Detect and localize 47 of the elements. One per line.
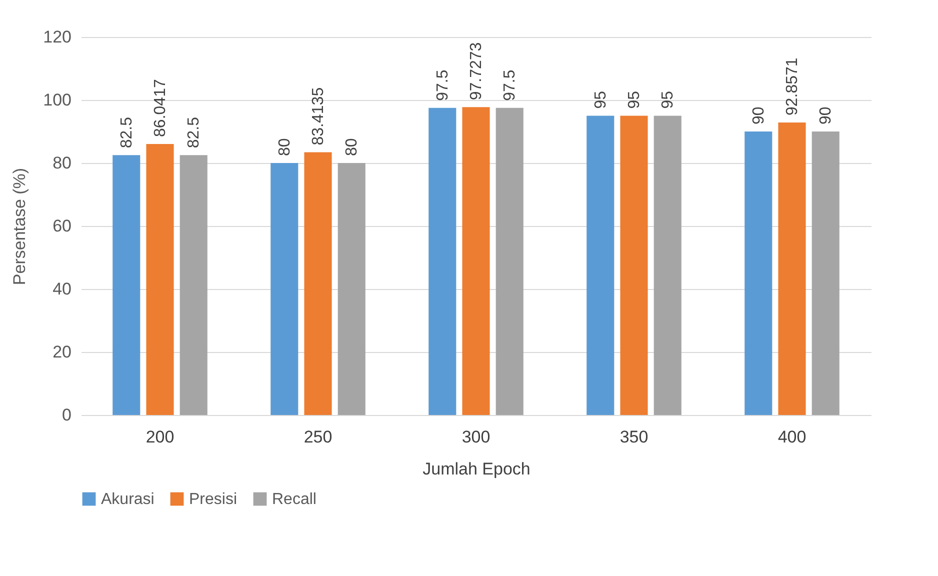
data-label: 90 — [818, 106, 835, 124]
bar — [586, 116, 614, 415]
bar — [112, 155, 140, 415]
data-label: 80 — [344, 138, 361, 156]
data-label: 83.4135 — [310, 87, 327, 146]
bar — [778, 122, 806, 415]
bar — [462, 107, 490, 415]
x-tick-label: 200 — [146, 428, 174, 446]
bar — [496, 108, 524, 415]
data-label: 82.5 — [118, 116, 136, 148]
bar — [428, 108, 456, 415]
bar — [270, 163, 298, 415]
bar — [180, 155, 208, 415]
data-label: 97.5 — [434, 70, 452, 101]
legend-label: Presisi — [189, 491, 238, 508]
data-label: 95 — [592, 90, 610, 109]
legend-label: Akurasi — [101, 491, 154, 508]
bar — [744, 132, 772, 415]
y-tick-label: 120 — [43, 28, 72, 46]
y-tick-label: 80 — [52, 154, 72, 172]
data-label: 80 — [276, 138, 294, 156]
data-label: 82.5 — [186, 116, 203, 148]
bar — [812, 132, 840, 415]
y-tick-label: 100 — [43, 90, 72, 110]
bar — [304, 152, 332, 415]
bar — [654, 116, 682, 415]
x-tick-label: 350 — [620, 428, 648, 446]
x-tick-label: 250 — [304, 428, 332, 446]
bar — [620, 116, 648, 415]
data-label: 95 — [626, 90, 643, 109]
x-tick-label: 400 — [778, 428, 806, 446]
data-label: 90 — [750, 106, 768, 124]
data-label: 95 — [660, 90, 677, 109]
bar — [338, 163, 366, 415]
x-axis-title: Jumlah Epoch — [422, 460, 530, 478]
legend-label: Recall — [272, 491, 316, 508]
bar — [146, 144, 174, 415]
y-tick-label: 20 — [52, 342, 72, 362]
y-tick-label: 60 — [52, 216, 72, 236]
data-label: 97.7273 — [468, 42, 485, 100]
x-tick-label: 300 — [462, 428, 490, 446]
data-label: 97.5 — [502, 70, 519, 101]
data-label: 86.0417 — [152, 79, 169, 137]
y-tick-label: 40 — [52, 280, 72, 298]
y-axis-title: Persentase (%) — [10, 168, 30, 286]
data-label: 92.8571 — [784, 58, 801, 116]
y-tick-label: 0 — [62, 406, 72, 424]
